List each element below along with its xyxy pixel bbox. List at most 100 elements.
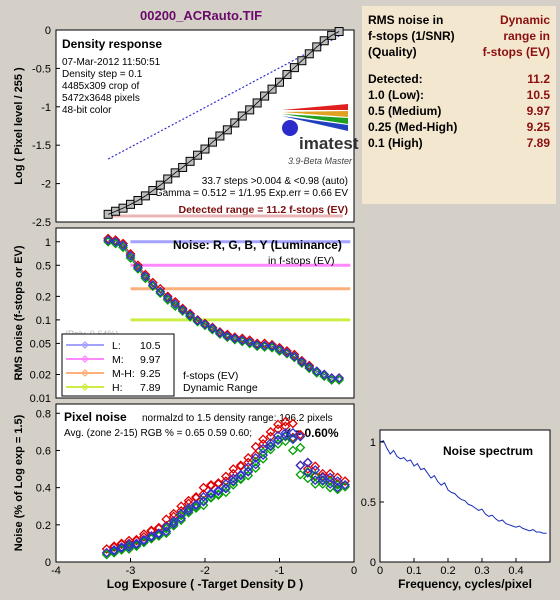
pixel-noise-point <box>325 482 336 493</box>
noise-ev-point <box>259 340 270 351</box>
pixel-noise-point <box>206 488 216 499</box>
noise-ev-point <box>207 324 218 335</box>
pixel-noise-plot-area <box>55 403 355 563</box>
results-table: RMS noise in f-stops (1/SNR) (Quality) D… <box>362 6 556 204</box>
noise-ev-point <box>274 342 285 353</box>
noise-ev-point <box>214 328 225 338</box>
pixel-noise-point <box>280 427 291 438</box>
noise-ev-point <box>304 361 315 372</box>
pixel-noise-point <box>138 534 149 545</box>
pixel-noise-point <box>146 531 157 542</box>
density-ylabel: Log ( Pixel level / 255 ) <box>13 67 25 185</box>
pixel-noise-point <box>265 438 276 448</box>
pixel-noise-point <box>213 485 224 496</box>
pixel-noise-point <box>295 431 306 442</box>
pixel-noise-point <box>198 492 209 502</box>
spectrum-ticks: 1 0.5 00 0.1 0.2 0.3 0.4 <box>361 437 524 577</box>
noise-ev-point <box>326 373 337 383</box>
legend-marker <box>81 383 89 391</box>
pixel-noise-point <box>109 542 120 553</box>
header-left-line: f-stops (1/SNR) <box>368 29 455 43</box>
noise-ev-point <box>319 371 330 382</box>
pixel-noise-title: Pixel noise <box>64 410 127 424</box>
pixel-noise-point <box>295 429 306 440</box>
header-left-line: (Quality) <box>368 45 417 59</box>
xtick-label: 0 <box>377 565 383 577</box>
pixel-noise-point <box>302 467 313 478</box>
pixel-noise-point <box>131 539 142 550</box>
pixel-noise-point <box>317 476 328 487</box>
noise-ev-point <box>274 344 285 355</box>
noise-ev-point <box>237 335 248 346</box>
ytick-label: 0.6 <box>36 445 51 457</box>
pixel-noise-point <box>198 482 209 493</box>
pixel-noise-point <box>332 479 343 490</box>
noise-ev-point <box>192 315 203 326</box>
ytick-label: -0.5 <box>32 63 51 75</box>
pixel-noise-point <box>280 436 291 447</box>
pixel-noise-point <box>168 516 179 527</box>
pixel-noise-point <box>332 476 343 487</box>
table-row: 1.0 (Low): 10.5 <box>368 88 550 102</box>
pixel-noise-ylabel: Noise (% of Log exp = 1.5) <box>13 414 25 551</box>
noise-ev-subtitle: in f-stops (EV) <box>268 255 335 267</box>
noise-ev-point <box>296 355 307 366</box>
xtick-label: -4 <box>51 565 61 577</box>
table-row: 0.1 (High) 7.89 <box>368 136 550 150</box>
noise-ev-point <box>289 349 300 360</box>
pixel-noise-point <box>317 472 328 483</box>
noise-ev-yticks: 1 0.5 0.2 0.1 0.05 0.02 0.01 <box>30 237 60 405</box>
pixel-noise-point <box>220 487 231 498</box>
pixel-noise-point <box>206 489 216 500</box>
xtick-label: 0.2 <box>440 565 455 577</box>
noise-ev-point <box>252 339 263 350</box>
noise-ev-point <box>185 308 196 319</box>
ytick-label: 0.2 <box>36 291 51 303</box>
noise-ev-point <box>304 363 315 374</box>
pixel-noise-point <box>250 459 261 470</box>
table-row: 0.5 (Medium) 9.97 <box>368 104 550 118</box>
ytick-label: 0.1 <box>36 315 51 327</box>
ytick-label: 1 <box>370 437 376 449</box>
pixel-noise-point <box>258 434 269 445</box>
row-value: 9.25 <box>526 120 550 134</box>
pixel-noise-point <box>235 469 246 480</box>
legend-value: 7.89 <box>140 382 161 394</box>
pixel-noise-point <box>153 529 164 540</box>
noise-ev-point <box>282 347 292 358</box>
noise-ev-point <box>311 366 322 377</box>
pixel-noise-point <box>206 492 216 503</box>
row-label: Detected: <box>368 72 423 86</box>
noise-ev-point <box>140 271 151 282</box>
pixel-noise-point <box>191 500 201 511</box>
pixel-noise-point <box>146 531 157 541</box>
pixel-noise-point <box>101 547 112 558</box>
pixel-noise-point <box>332 482 343 493</box>
pixel-noise-point <box>258 453 269 464</box>
row-value: 10.5 <box>526 88 550 102</box>
legend-key: H: <box>112 382 123 394</box>
ytick-label: 0.5 <box>36 260 51 272</box>
xtick-label: 0.4 <box>508 565 523 577</box>
noise-ev-marks <box>103 233 351 385</box>
pixel-noise-point <box>116 538 127 549</box>
pixel-noise-point <box>310 475 321 486</box>
row-value: 7.89 <box>526 136 550 150</box>
density-step: Density step = 0.1 <box>62 69 143 80</box>
noise-ev-point <box>214 327 225 337</box>
range-text: Detected range = 11.2 f-stops (EV) <box>178 204 348 216</box>
caption-fstops: f-stops (EV) <box>183 370 238 382</box>
noise-ev-title: Noise: R, G, B, Y (Luminance) <box>173 238 342 252</box>
pixel-noise-point <box>280 430 291 441</box>
pixel-noise-point <box>273 435 283 446</box>
pixel-noise-point <box>250 452 261 463</box>
version-text: 3.9-Beta Master <box>288 156 353 166</box>
pixel-noise-point <box>302 464 313 474</box>
logo-text: imatest <box>299 134 359 153</box>
row-value: 11.2 <box>527 72 550 86</box>
noise-ev-point <box>222 329 233 340</box>
noise-ev-point <box>259 338 270 349</box>
noise-ev-point <box>125 250 136 261</box>
pixel-noise-point <box>265 441 276 452</box>
noise-ev-point <box>319 369 330 380</box>
